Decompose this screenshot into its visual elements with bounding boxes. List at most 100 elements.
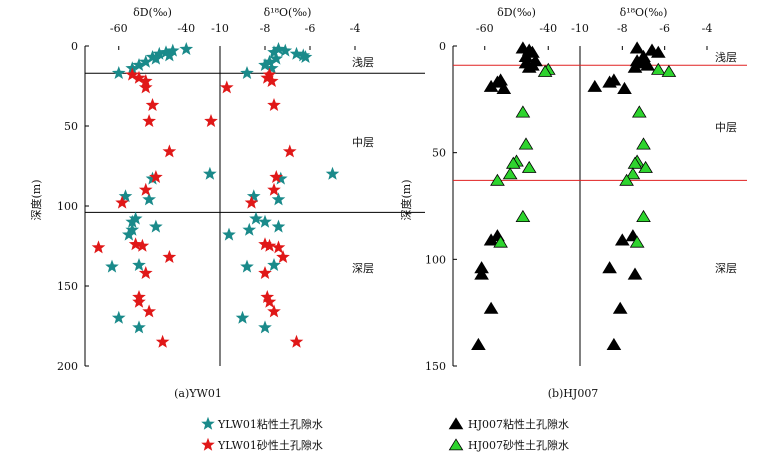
data-point <box>128 237 143 251</box>
data-point <box>135 238 150 252</box>
zone-label: 中层 <box>352 136 374 149</box>
data-point <box>636 209 651 223</box>
data-point <box>619 173 634 186</box>
data-point <box>602 75 617 88</box>
data-point <box>203 166 217 180</box>
x-tick-label: -4 <box>702 22 713 35</box>
x-tick-label: -40 <box>177 22 195 35</box>
data-point <box>627 60 643 73</box>
legend-item: YLW01粘性土孔隙水 <box>201 416 323 431</box>
data-point <box>493 235 508 248</box>
data-point <box>448 417 464 430</box>
x-tick-label: -10 <box>571 22 589 35</box>
data-point <box>490 173 505 186</box>
zone-label: 浅层 <box>715 51 737 64</box>
data-point <box>138 266 153 279</box>
zone-label: 深层 <box>715 262 737 275</box>
data-point <box>264 61 279 75</box>
y-axis-label: 深度(m) <box>399 179 413 220</box>
data-point <box>271 42 286 55</box>
data-point <box>521 160 537 173</box>
data-point <box>537 64 553 77</box>
data-point <box>518 137 534 150</box>
data-point <box>289 46 304 60</box>
chart-caption: (a)YW01 <box>174 387 222 400</box>
data-point <box>145 98 160 111</box>
y-tick-label: 150 <box>57 280 78 293</box>
data-point <box>612 301 628 314</box>
data-point <box>249 211 263 225</box>
data-point <box>282 144 297 158</box>
legend-marker <box>201 416 215 430</box>
data-point <box>606 337 622 351</box>
data-point <box>260 290 275 303</box>
data-point <box>276 250 290 263</box>
data-point <box>262 67 277 81</box>
data-point <box>240 259 254 273</box>
legend-marker <box>448 438 464 451</box>
y-tick-label: 50 <box>64 120 78 133</box>
y-tick-label: 0 <box>439 40 446 53</box>
data-point <box>159 45 173 59</box>
data-point <box>273 171 288 185</box>
x-tick-label: -60 <box>476 22 494 35</box>
legend: YLW01粘性土孔隙水 YLW01砂性土孔隙水 HJ007粘性土孔隙水 HJ00… <box>201 416 569 452</box>
data-point <box>627 267 643 280</box>
data-point <box>115 195 129 209</box>
data-point <box>125 222 140 236</box>
data-point <box>262 294 277 308</box>
data-point <box>155 334 170 348</box>
legend-marker <box>201 437 215 451</box>
data-point <box>132 294 146 308</box>
data-point <box>260 70 275 84</box>
data-point <box>179 42 194 55</box>
data-point <box>602 261 617 274</box>
data-point <box>258 320 272 334</box>
data-point <box>122 227 136 241</box>
legend-item: HJ007粘性土孔隙水 <box>448 417 569 431</box>
data-point <box>483 79 499 92</box>
data-point <box>138 54 153 68</box>
data-point <box>125 61 140 75</box>
data-point <box>271 219 286 233</box>
data-point <box>201 437 215 451</box>
data-point <box>490 75 505 88</box>
data-point <box>162 144 177 158</box>
x-axis-label: δ¹⁸O(‰) <box>620 6 668 19</box>
x-tick-label: -60 <box>110 22 128 35</box>
data-point <box>629 235 645 248</box>
x-axis-label: δ¹⁸O(‰) <box>264 6 312 19</box>
data-point <box>138 74 153 87</box>
data-point <box>515 209 531 223</box>
data-point <box>240 66 254 79</box>
data-point <box>271 240 286 254</box>
data-point <box>638 160 653 173</box>
data-point <box>289 334 304 348</box>
data-point <box>246 189 261 203</box>
data-point <box>258 237 272 251</box>
data-point <box>627 156 643 169</box>
data-point <box>325 166 340 180</box>
data-point <box>515 105 531 118</box>
data-point <box>629 41 645 54</box>
data-point <box>614 233 630 246</box>
data-point <box>258 58 272 71</box>
data-point <box>91 240 106 254</box>
data-point <box>235 310 250 324</box>
data-point <box>267 45 281 59</box>
data-point <box>264 74 279 87</box>
data-point <box>132 70 146 84</box>
data-point <box>483 301 499 314</box>
x-tick-label: -10 <box>211 22 229 35</box>
zone-label: 中层 <box>715 121 737 134</box>
y-tick-label: 50 <box>432 147 446 160</box>
data-point <box>258 214 272 228</box>
data-point <box>222 227 236 241</box>
data-point <box>118 189 133 203</box>
data-point <box>138 182 153 196</box>
data-point <box>661 64 677 77</box>
data-point <box>448 438 464 451</box>
data-point <box>138 80 153 94</box>
legend-label: YLW01砂性土孔隙水 <box>217 438 323 452</box>
